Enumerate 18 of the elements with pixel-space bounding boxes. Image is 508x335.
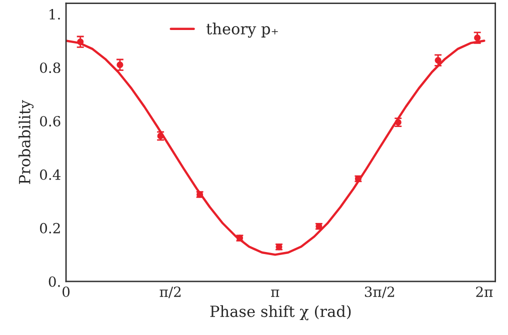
point: [434, 57, 442, 64]
point: [77, 38, 84, 46]
x-tick-label: 0: [62, 286, 70, 298]
y-tick-label: 0.2: [40, 222, 60, 234]
y-tick-label: 0.4: [40, 169, 60, 180]
x-tick-label: 3π/2: [364, 286, 394, 298]
y-tick-label: 1.: [50, 9, 60, 20]
point: [474, 34, 481, 42]
x-tick-label: π: [271, 290, 280, 297]
point: [116, 62, 124, 68]
y-tick-label: 0.6: [40, 116, 60, 126]
y-axis-title: Probability: [18, 100, 34, 184]
legend-label: theory p₊: [206, 22, 278, 38]
y-tick-label: 0.: [48, 276, 60, 287]
y-tick-label: 0.8: [40, 62, 60, 73]
x-tick-label: 2π: [476, 286, 493, 297]
x-axis-title: Phase shift χ (rad): [210, 305, 351, 320]
x-tick-label: π/2: [160, 286, 181, 298]
